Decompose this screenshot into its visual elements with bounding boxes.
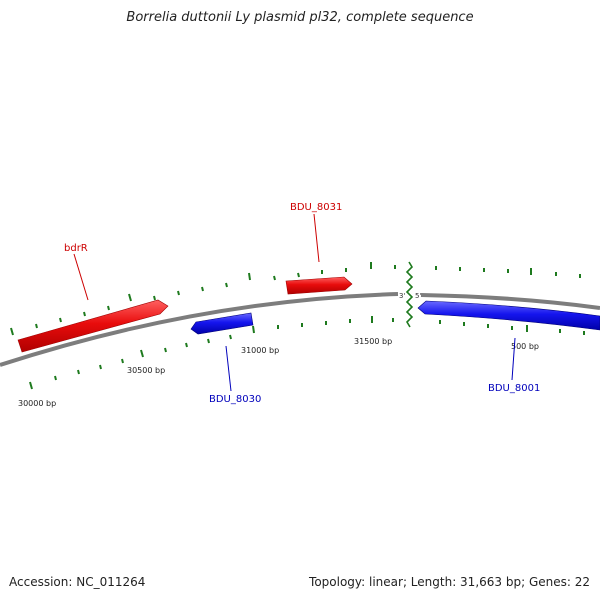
scale-label-500: 500 bp <box>511 342 539 351</box>
scale-label-31000: 31000 bp <box>241 346 279 355</box>
gene-label-BDU_8030[interactable]: BDU_8030 <box>209 394 261 405</box>
scale-label-30500: 30500 bp <box>127 366 165 375</box>
gene-label-bdrR[interactable]: bdrR <box>64 243 88 254</box>
map-title: Borrelia duttonii Ly plasmid pl32, compl… <box>126 10 474 25</box>
gene-BDU_8030-arrow[interactable] <box>190 312 254 335</box>
gene-label-BDU_8001[interactable]: BDU_8001 <box>488 383 540 394</box>
gene-bdrR-leader <box>73 253 89 301</box>
accession-text: Accession: NC_011264 <box>9 575 146 589</box>
scale-label-30000: 30000 bp <box>18 399 56 408</box>
gene-BDU_8001-leader <box>511 337 516 381</box>
backbone-left <box>0 292 399 367</box>
sequence-break-marker <box>405 261 414 328</box>
gene-bdrR-arrow[interactable] <box>17 299 169 353</box>
gene-BDU_8031-leader <box>313 213 320 263</box>
gene-BDU_8031-arrow[interactable] <box>285 276 353 295</box>
backbone-right <box>420 293 600 310</box>
gene-BDU_8030-leader <box>225 345 232 392</box>
gene-label-BDU_8031[interactable]: BDU_8031 <box>290 202 342 213</box>
five-prime-end-label: 5' <box>415 292 421 300</box>
scale-label-31500: 31500 bp <box>354 337 392 346</box>
outer-tick-marks <box>10 262 581 336</box>
inner-tick-marks <box>29 316 585 390</box>
three-prime-end-label: 3' <box>399 292 405 300</box>
topology-text: Topology: linear; Length: 31,663 bp; Gen… <box>309 575 590 589</box>
